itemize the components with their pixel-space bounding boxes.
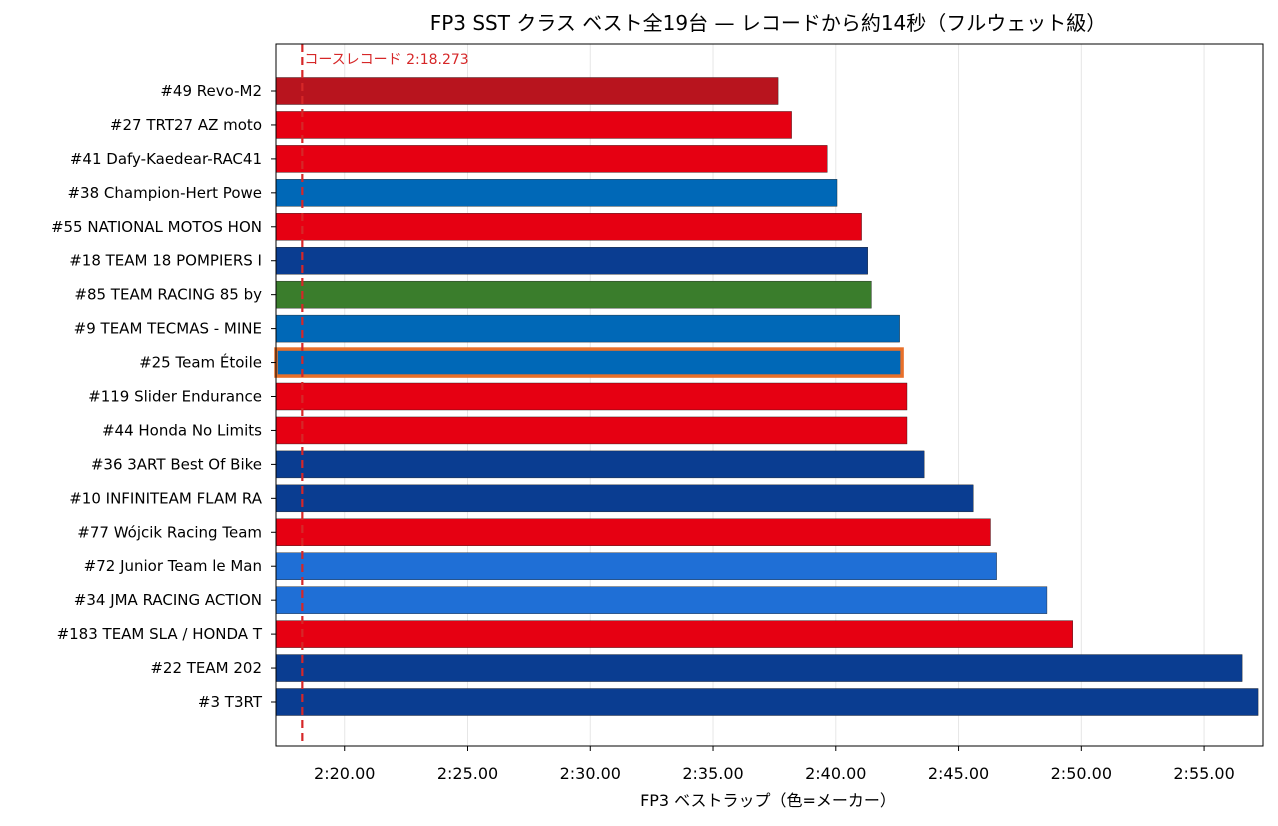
- x-tick-label: 2:55.00: [1173, 764, 1234, 783]
- bar: [274, 347, 904, 378]
- bars: [274, 77, 1259, 716]
- course-record-label: コースレコード 2:18.273: [304, 52, 468, 68]
- y-tick-label: #25 Team Étoile: [139, 353, 262, 372]
- y-tick-label: #183 TEAM SLA / HONDA T: [57, 625, 263, 643]
- bar: [275, 280, 872, 309]
- x-tick-label: 2:35.00: [682, 764, 743, 783]
- x-tick-label: 2:40.00: [805, 764, 866, 783]
- y-tick-label: #44 Honda No Limits: [102, 421, 262, 439]
- bar: [275, 688, 1259, 716]
- y-tick-label: #55 NATIONAL MOTOS HON: [51, 218, 262, 236]
- x-tick-label: 2:30.00: [560, 764, 621, 783]
- bar: [275, 247, 868, 275]
- y-tick-label: #22 TEAM 202: [150, 659, 262, 677]
- chart-title: FP3 SST クラス ベスト全19台 — レコードから約14秒（フルウェット級…: [430, 11, 1107, 35]
- bar: [275, 620, 1073, 648]
- reference-line-group: コースレコード 2:18.273: [301, 44, 469, 746]
- bar: [275, 450, 925, 479]
- x-tick-label: 2:20.00: [314, 764, 375, 783]
- bar: [275, 552, 997, 580]
- y-tick-label: #85 TEAM RACING 85 by: [74, 286, 262, 304]
- y-tick-label: #49 Revo-M2: [160, 82, 262, 100]
- x-axis-label: FP3 ベストラップ（色=メーカー）: [640, 791, 896, 810]
- bar: [275, 111, 792, 139]
- bar: [275, 314, 900, 343]
- y-tick-label: #34 JMA RACING ACTION: [74, 591, 262, 609]
- y-tick-label: #72 Junior Team le Man: [84, 557, 262, 575]
- bar: [275, 382, 908, 411]
- y-tick-label: #3 T3RT: [198, 693, 263, 711]
- y-tick-label: #36 3ART Best Of Bike: [91, 455, 262, 473]
- bar: [275, 654, 1243, 682]
- bar: [275, 145, 828, 173]
- bar: [275, 179, 838, 207]
- x-tick-label: 2:25.00: [437, 764, 498, 783]
- y-tick-label: #9 TEAM TECMAS - MINE: [74, 320, 262, 338]
- bar: [275, 518, 991, 546]
- y-tick-label: #10 INFINITEAM FLAM RA: [69, 489, 262, 507]
- y-tick-label: #77 Wójcik Racing Team: [77, 523, 262, 541]
- y-tick-label: #27 TRT27 AZ moto: [110, 116, 262, 134]
- x-tick-label: 2:50.00: [1051, 764, 1112, 783]
- y-tick-label: #119 Slider Endurance: [88, 388, 262, 406]
- bar: [275, 586, 1048, 614]
- bar: [275, 77, 779, 105]
- x-tick-label: 2:45.00: [928, 764, 989, 783]
- x-axis-ticks: 2:20.00 2:25.00 2:30.00 2:35.00 2:40.00 2:45.…: [314, 746, 1235, 783]
- bar: [275, 484, 974, 513]
- bar: [275, 416, 908, 445]
- y-tick-label: #38 Champion-Hert Powe: [67, 184, 262, 202]
- plot-frame: [275, 43, 1264, 747]
- bar: [275, 213, 862, 241]
- y-tick-label: #41 Dafy-Kaedear-RAC41: [70, 150, 262, 168]
- y-tick-label: #18 TEAM 18 POMPIERS I: [69, 252, 262, 270]
- y-axis-ticks: #49 Revo-M2 #27 TRT27 AZ moto #41 Dafy-Kae…: [51, 82, 276, 711]
